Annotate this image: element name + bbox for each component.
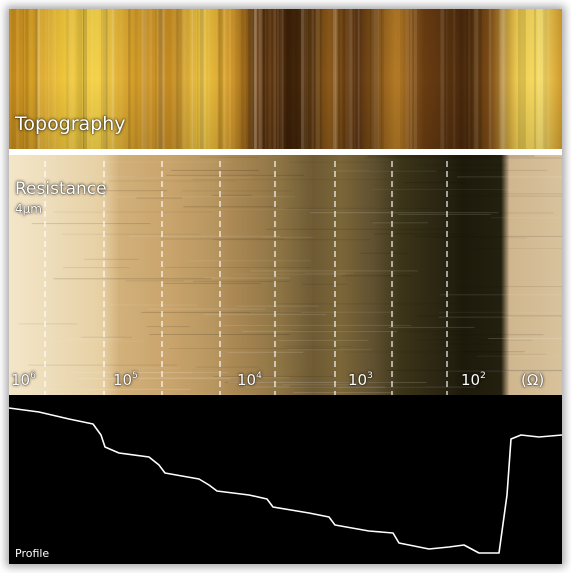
panel-divider: [9, 149, 562, 155]
topography-image: [9, 9, 562, 149]
tick-label-1e3: 103: [348, 371, 373, 389]
profile-label: Profile: [15, 547, 50, 560]
tick-label-1e4: 104: [237, 371, 262, 389]
figure-frame: Topography: [9, 9, 562, 564]
scale-label: 4µm: [15, 202, 42, 216]
tick-label-1e5: 105: [113, 371, 138, 389]
tick-label-1e6: 106: [11, 371, 36, 389]
unit-label: (Ω): [521, 371, 545, 389]
resistance-panel: Resistance 4µm 106 105 104 103 102 (Ω): [9, 155, 562, 395]
resistance-image: [9, 155, 562, 395]
tick-label-1e2: 102: [461, 371, 486, 389]
profile-line: [9, 407, 562, 554]
profile-plot: [9, 407, 562, 554]
topography-panel: Topography: [9, 9, 562, 149]
resistance-label: Resistance: [15, 179, 107, 199]
profile-panel: Profile: [9, 395, 562, 564]
topography-label: Topography: [15, 113, 126, 135]
